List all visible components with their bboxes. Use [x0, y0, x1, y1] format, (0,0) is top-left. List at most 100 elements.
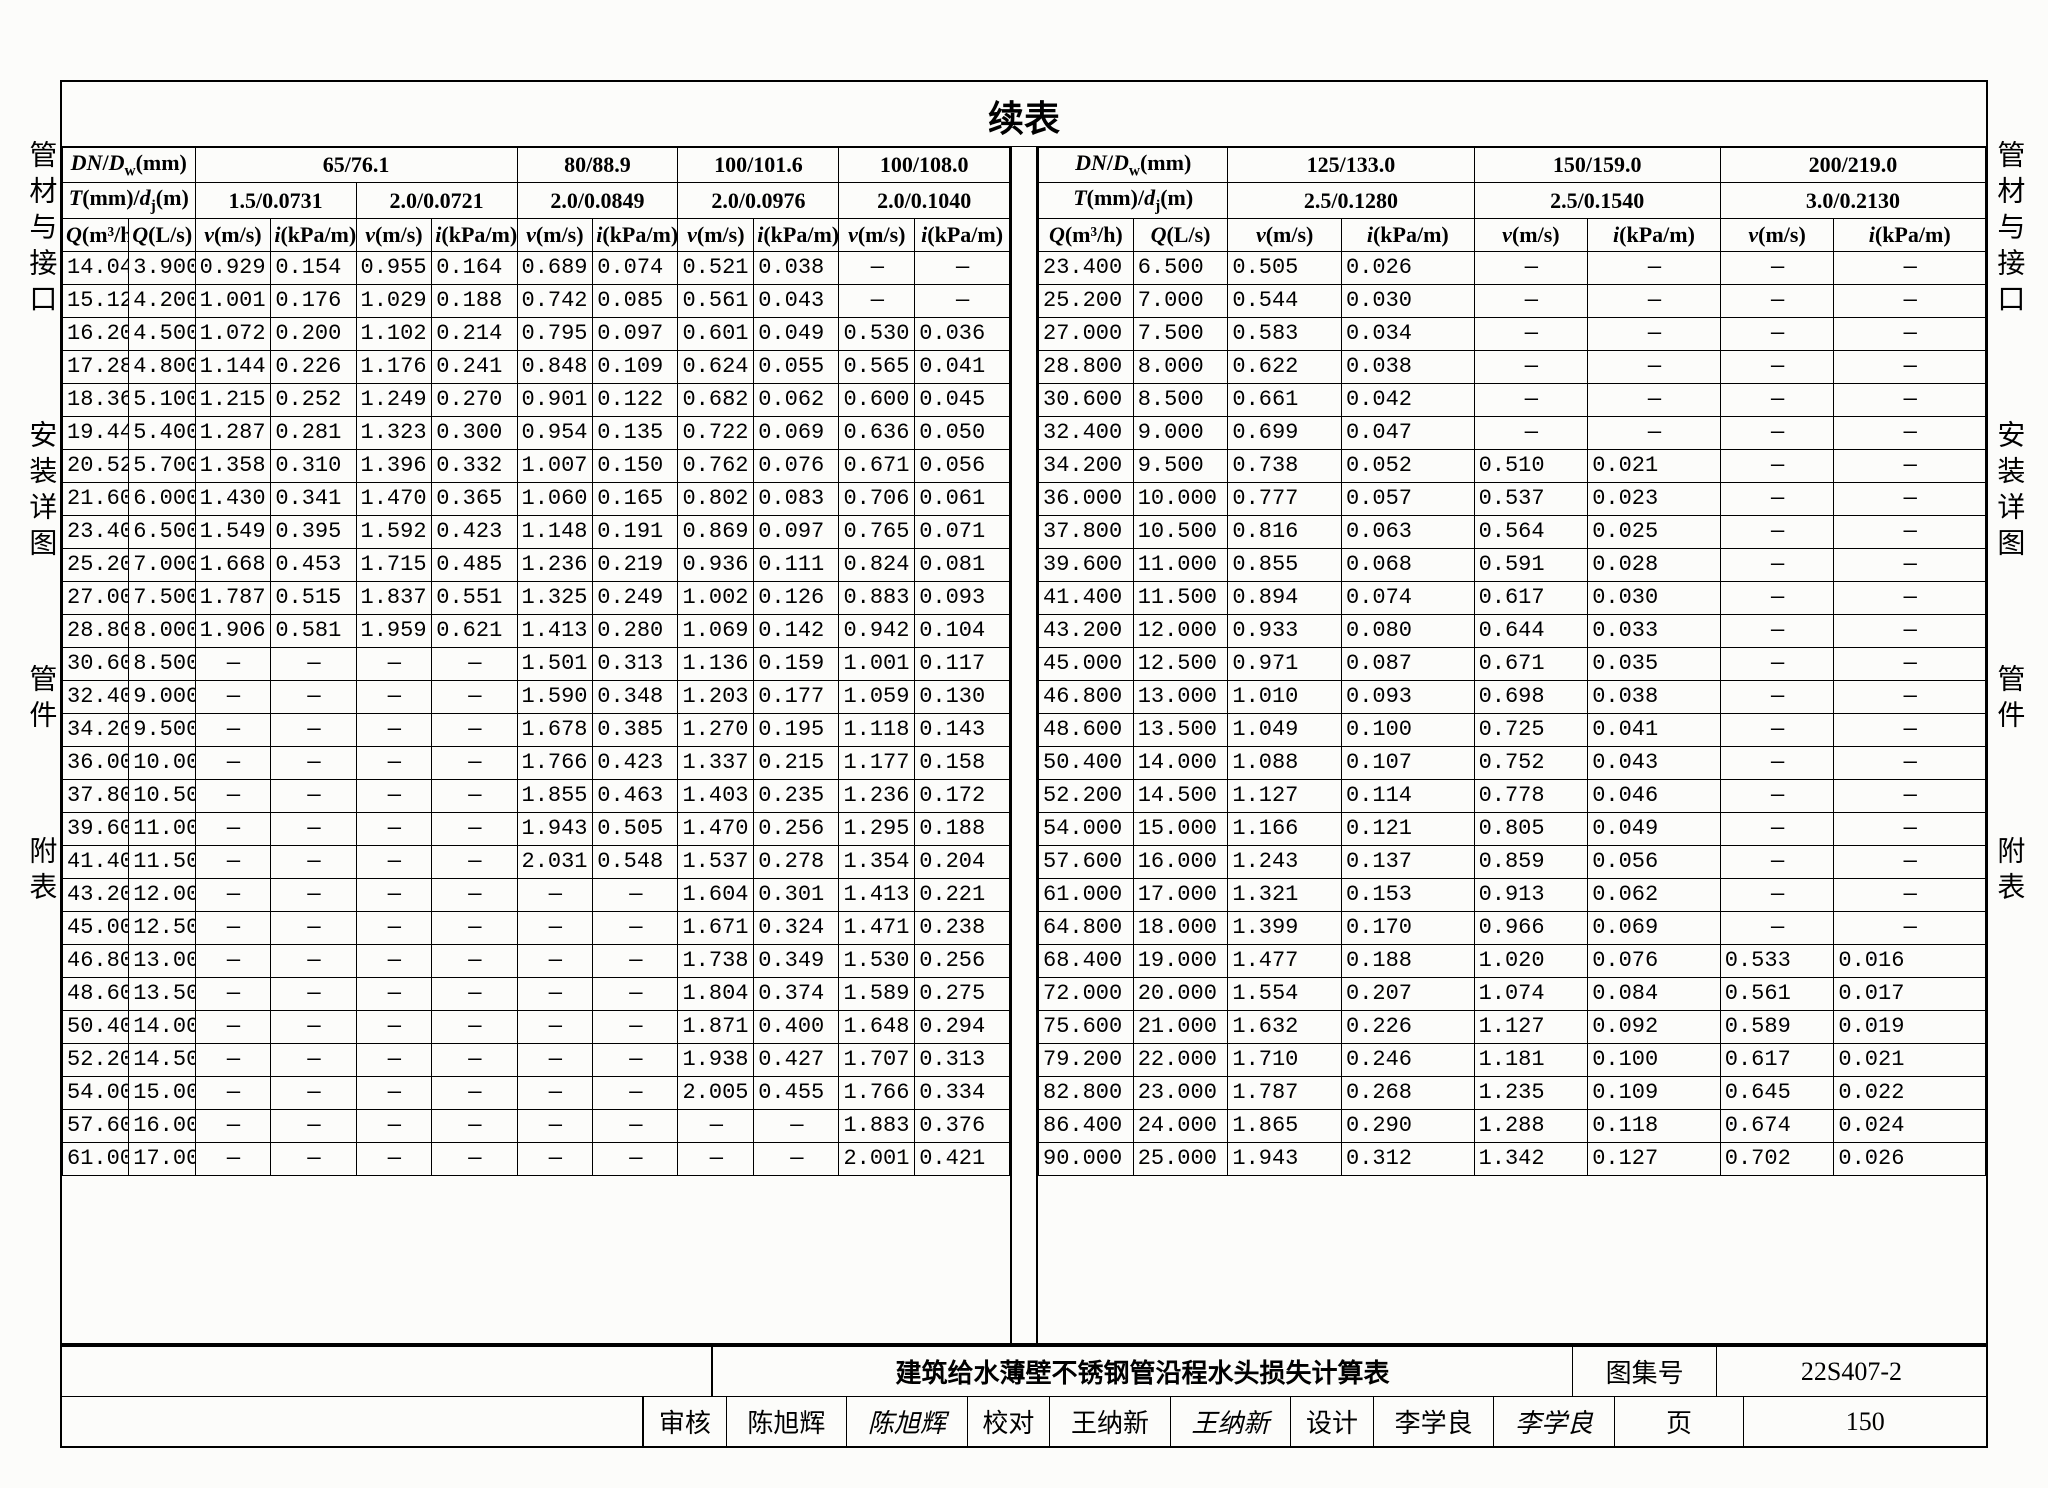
table-cell: 21.600	[63, 482, 129, 515]
table-cell: 0.214	[432, 317, 517, 350]
table-cell: 0.313	[593, 647, 678, 680]
table-cell: 0.682	[678, 383, 754, 416]
table-cell: —	[356, 647, 432, 680]
table-cell: 1.871	[678, 1010, 754, 1043]
table-cell: 0.055	[754, 350, 839, 383]
table-header-cell: 2.5/0.1280	[1228, 183, 1474, 218]
table-cell: —	[195, 680, 271, 713]
table-cell: —	[271, 1109, 356, 1142]
margin-label: 管件	[25, 664, 56, 736]
table-row: 14.0403.9000.9290.1540.9550.1640.6890.07…	[63, 251, 1010, 284]
table-cell: 0.802	[678, 482, 754, 515]
table-header-cell: T(mm)/dj(m)	[63, 183, 196, 218]
table-row: 48.60013.5001.0490.1000.7250.041——	[1039, 713, 1986, 746]
table-row: 54.00015.000——————2.0050.4551.7660.334	[63, 1076, 1010, 1109]
table-cell: 0.033	[1588, 614, 1721, 647]
table-cell: 1.136	[678, 647, 754, 680]
table-cell: 1.399	[1228, 911, 1342, 944]
table-cell: 1.906	[195, 614, 271, 647]
table-cell: 4.500	[129, 317, 195, 350]
table-cell: 0.114	[1342, 779, 1475, 812]
table-cell: 0.069	[754, 416, 839, 449]
table-cell: 1.118	[839, 713, 915, 746]
table-cell: —	[1834, 812, 1986, 845]
table-cell: 0.521	[678, 251, 754, 284]
table-cell: —	[432, 845, 517, 878]
table-cell: 12.000	[1133, 614, 1228, 647]
table-cell: 1.671	[678, 911, 754, 944]
table-cell: 0.699	[1228, 416, 1342, 449]
table-cell: 2.005	[678, 1076, 754, 1109]
table-cell: —	[195, 944, 271, 977]
table-cell: 32.400	[63, 680, 129, 713]
table-cell: 1.325	[517, 581, 593, 614]
table-row: 36.00010.0000.7770.0570.5370.023——	[1039, 482, 1986, 515]
table-row: 36.00010.000————1.7660.4231.3370.2151.17…	[63, 746, 1010, 779]
table-cell: 0.855	[1228, 548, 1342, 581]
table-cell: 30.600	[1039, 383, 1134, 416]
table-cell: 1.707	[839, 1043, 915, 1076]
table-cell: 1.236	[517, 548, 593, 581]
table-cell: 0.644	[1474, 614, 1588, 647]
table-cell: 0.097	[593, 317, 678, 350]
table-cell: 0.463	[593, 779, 678, 812]
table-cell: 52.200	[63, 1043, 129, 1076]
table-row: 90.00025.0001.9430.3121.3420.1270.7020.0…	[1039, 1142, 1986, 1175]
left-table: DN/Dw(mm)65/76.180/88.9100/101.6100/108.…	[62, 147, 1010, 1176]
table-cell: 0.030	[1588, 581, 1721, 614]
table-cell: 0.076	[754, 449, 839, 482]
table-cell: 0.312	[1342, 1142, 1475, 1175]
table-cell: —	[1720, 251, 1834, 284]
table-cell: 0.564	[1474, 515, 1588, 548]
table-cell: —	[1720, 680, 1834, 713]
table-cell: 0.235	[754, 779, 839, 812]
table-cell: 0.869	[678, 515, 754, 548]
table-cell: —	[593, 911, 678, 944]
table-cell: —	[356, 977, 432, 1010]
table-cell: 16.200	[63, 317, 129, 350]
table-row: 15.1204.2001.0010.1761.0290.1880.7420.08…	[63, 284, 1010, 317]
table-cell: 8.500	[1133, 383, 1228, 416]
table-cell: —	[356, 713, 432, 746]
table-cell: 75.600	[1039, 1010, 1134, 1043]
table-cell: 24.000	[1133, 1109, 1228, 1142]
table-cell: 0.530	[839, 317, 915, 350]
table-cell: 10.000	[1133, 482, 1228, 515]
table-cell: 21.000	[1133, 1010, 1228, 1043]
table-cell: 0.400	[754, 1010, 839, 1043]
table-cell: 1.060	[517, 482, 593, 515]
left-table-wrap: DN/Dw(mm)65/76.180/88.9100/101.6100/108.…	[62, 147, 1010, 1343]
right-table-wrap: DN/Dw(mm)125/133.0150/159.0200/219.0T(mm…	[1038, 147, 1986, 1343]
table-cell: 36.000	[1039, 482, 1134, 515]
table-cell: 1.323	[356, 416, 432, 449]
table-cell: 1.059	[839, 680, 915, 713]
table-cell: 1.069	[678, 614, 754, 647]
table-cell: —	[271, 746, 356, 779]
table-cell: 1.470	[678, 812, 754, 845]
table-cell: —	[356, 779, 432, 812]
table-cell: 27.000	[63, 581, 129, 614]
table-cell: 0.022	[1834, 1076, 1986, 1109]
page-label: 页	[1615, 1396, 1745, 1446]
table-cell: 0.092	[1588, 1010, 1721, 1043]
table-cell: 0.561	[1720, 977, 1834, 1010]
table-cell: 23.400	[1039, 251, 1134, 284]
table-row: 20.5205.7001.3580.3101.3960.3321.0070.15…	[63, 449, 1010, 482]
table-cell: 18.360	[63, 383, 129, 416]
table-header-cell: i(kPa/m)	[1834, 218, 1986, 251]
table-header-cell: v(m/s)	[1228, 218, 1342, 251]
table-cell: 0.621	[432, 614, 517, 647]
table-row: 25.2007.0001.6680.4531.7150.4851.2360.21…	[63, 548, 1010, 581]
table-cell: 0.081	[915, 548, 1010, 581]
table-row: 43.20012.0000.9330.0800.6440.033——	[1039, 614, 1986, 647]
table-cell: 48.600	[63, 977, 129, 1010]
table-header-cell: DN/Dw(mm)	[63, 148, 196, 183]
table-cell: —	[517, 1076, 593, 1109]
table-cell: 37.800	[63, 779, 129, 812]
table-cell: 39.600	[1039, 548, 1134, 581]
table-row: 39.60011.000————1.9430.5051.4700.2561.29…	[63, 812, 1010, 845]
table-row: 52.20014.500——————1.9380.4271.7070.313	[63, 1043, 1010, 1076]
table-cell: 57.600	[63, 1109, 129, 1142]
table-cell: 1.127	[1474, 1010, 1588, 1043]
table-cell: —	[271, 713, 356, 746]
